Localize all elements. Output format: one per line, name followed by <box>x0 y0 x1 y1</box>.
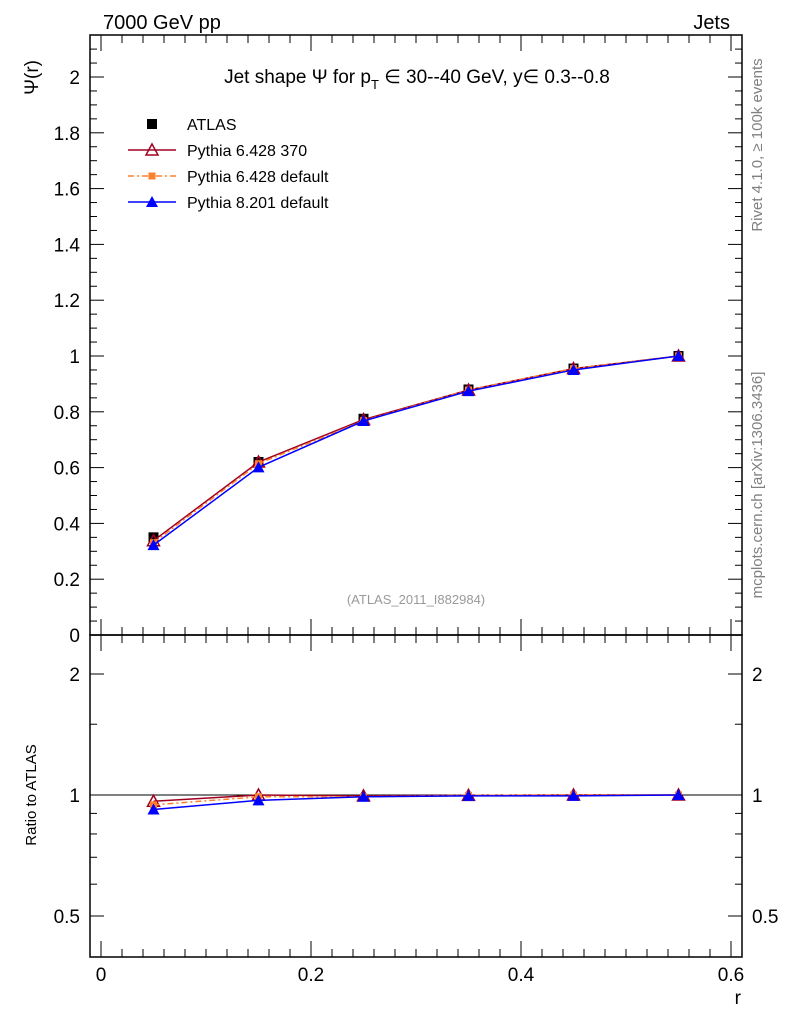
ratio-y-tick-label: 1 <box>69 786 80 807</box>
main-title: Jet shape Ψ for pT ∈ 30--40 GeV, y∈ 0.3-… <box>224 67 610 92</box>
legend-marker <box>147 119 157 129</box>
x-tick-label: 0.4 <box>508 965 535 986</box>
data-point <box>147 803 160 815</box>
analysis-watermark: (ATLAS_2011_I882984) <box>347 592 485 607</box>
x-tick-label: 0.2 <box>298 965 324 986</box>
x-tick-label: 0.6 <box>718 965 744 986</box>
main-ylabel: Ψ(r) <box>22 60 43 95</box>
data-point <box>147 539 160 551</box>
y-tick-label: 0.4 <box>54 514 81 535</box>
series-line-0-1 <box>153 355 679 542</box>
series-line-0-3 <box>153 355 679 546</box>
series-line-1-2 <box>153 794 679 811</box>
legend-label: ATLAS <box>187 117 237 134</box>
y-tick-label: 1.6 <box>54 180 80 201</box>
series-line-0-2 <box>153 355 679 544</box>
legend-marker <box>144 142 160 156</box>
y-tick-label: 1.8 <box>54 124 80 145</box>
plot-area: 0 0.2 0.4 0.6 0.8 1 1.2 1.4 1.6 1.8 2 0 0.2 0.4 0.6 0.5… <box>54 34 778 986</box>
x-tick-label: 0 <box>96 965 107 986</box>
y-tick-label: 0.8 <box>54 403 80 424</box>
y-tick-label: 2 <box>69 68 80 89</box>
y-tick-label: 1 <box>69 347 80 368</box>
y-tick-label: 0 <box>69 626 80 647</box>
header-right: Jets <box>693 12 730 34</box>
data-point <box>672 789 685 800</box>
legend-label: Pythia 6.428 default <box>187 169 329 186</box>
y-tick-label: 1.4 <box>54 235 81 256</box>
y-tick-label: 0.2 <box>54 570 80 591</box>
data-point <box>148 532 159 543</box>
data-point <box>462 789 475 801</box>
legend-label: Pythia 6.428 370 <box>187 143 307 160</box>
data-point <box>462 385 475 397</box>
legend-marker <box>146 196 158 207</box>
ratio-y-tick-label: 2 <box>69 665 80 686</box>
y-tick-label: 1.2 <box>54 291 80 312</box>
data-point <box>567 363 580 375</box>
ratio-y-tick-label-right: 1 <box>752 786 763 807</box>
ratio-ylabel: Ratio to ATLAS <box>23 744 40 845</box>
ratio-y-tick-label-right: 0.5 <box>752 907 778 928</box>
data-point <box>672 350 685 361</box>
legend-label: Pythia 8.201 default <box>187 195 329 212</box>
mcplots-label: mcplots.cern.ch [arXiv:1306.3436] <box>749 372 766 599</box>
ratio-y-tick-label-right: 2 <box>752 665 763 686</box>
data-point <box>252 461 265 473</box>
x-axis-label: r <box>735 988 742 1009</box>
ratio-y-tick-label: 0.5 <box>54 907 80 928</box>
y-tick-label: 0.6 <box>54 459 80 480</box>
header-left: 7000 GeV pp <box>103 12 221 34</box>
rivet-label: Rivet 4.1.0, ≥ 100k events <box>749 58 766 231</box>
data-point <box>567 789 580 801</box>
legend-marker <box>148 172 156 180</box>
data-point <box>357 415 370 427</box>
data-point <box>252 794 265 806</box>
data-point <box>357 790 370 802</box>
